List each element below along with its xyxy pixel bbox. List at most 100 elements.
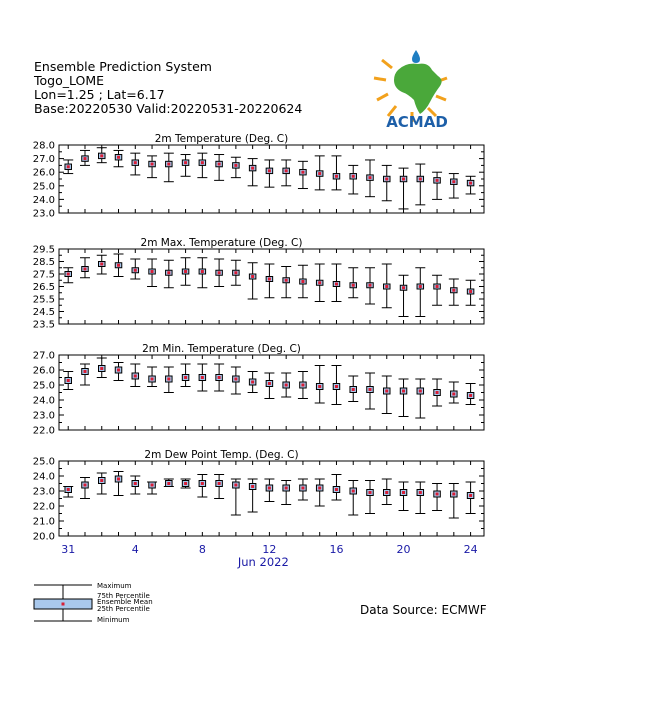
mean-marker xyxy=(234,483,238,487)
y-tick-label: 25.0 xyxy=(33,381,55,392)
data-source: Data Source: ECMWF xyxy=(360,603,487,617)
y-tick-label: 24.0 xyxy=(33,195,55,206)
mean-marker xyxy=(150,270,154,273)
mean-marker xyxy=(66,488,70,491)
mean-marker xyxy=(284,383,288,387)
y-tick-label: 24.5 xyxy=(33,307,55,318)
mean-marker xyxy=(385,389,389,393)
mean-marker xyxy=(83,157,87,161)
water-drop-icon xyxy=(412,50,420,63)
mean-marker xyxy=(117,155,121,159)
mean-marker xyxy=(117,477,121,481)
y-tick-label: 24.0 xyxy=(33,396,55,407)
mean-marker xyxy=(368,491,372,494)
mean-marker xyxy=(267,486,271,490)
mean-marker xyxy=(402,286,406,290)
mean-marker xyxy=(351,174,355,178)
y-tick-label: 27.0 xyxy=(33,154,55,165)
mean-marker xyxy=(284,486,288,490)
mean-marker xyxy=(284,169,288,173)
mean-marker xyxy=(83,370,87,373)
panel-1: 2m Temperature (Deg. C) 28.0 27.0 26.0 25.0 2… xyxy=(33,133,485,220)
panel-3: 2m Min. Temperature (Deg. C) 27.0 26.0 25.0… xyxy=(33,343,485,437)
mean-marker xyxy=(251,275,255,278)
mean-marker xyxy=(184,482,188,485)
legend-label: Minimum xyxy=(97,616,130,624)
mean-marker xyxy=(402,491,406,494)
mean-marker xyxy=(402,389,406,393)
location-label: Togo_LOME xyxy=(34,73,105,88)
panel-title: 2m Dew Point Temp. (Deg. C) xyxy=(144,449,298,461)
mean-marker xyxy=(133,268,137,272)
mean-marker xyxy=(351,283,355,287)
mean-marker xyxy=(234,271,238,275)
panel-title: 2m Temperature (Deg. C) xyxy=(155,133,289,145)
mean-marker xyxy=(200,270,204,273)
mean-marker xyxy=(150,483,154,487)
legend-label: 75th Percentile xyxy=(97,592,150,600)
y-tick-label: 25.0 xyxy=(33,457,55,468)
mean-marker xyxy=(217,482,221,485)
mean-marker xyxy=(385,177,389,181)
x-tick-label: 24 xyxy=(464,543,478,556)
mean-marker xyxy=(385,491,389,494)
mean-marker xyxy=(267,169,271,173)
mean-marker xyxy=(301,280,305,283)
y-tick-label: 28.5 xyxy=(33,257,55,268)
legend-mean-marker xyxy=(61,602,65,606)
logo-text: ACMAD xyxy=(386,113,448,130)
mean-marker xyxy=(133,482,137,485)
mean-marker xyxy=(234,163,238,167)
y-tick-label: 25.5 xyxy=(33,295,55,306)
x-tick-label: 8 xyxy=(199,543,206,556)
mean-marker xyxy=(318,172,322,176)
mean-marker xyxy=(167,482,171,485)
mean-marker xyxy=(100,262,104,266)
legend-label: 25th Percentile xyxy=(97,605,150,613)
mean-marker xyxy=(351,489,355,493)
panel-4: 2m Dew Point Temp. (Deg. C) 25.0 24.0 23.0 2… xyxy=(33,449,485,543)
mean-marker xyxy=(301,170,305,174)
mean-marker xyxy=(318,385,322,388)
mean-marker xyxy=(217,376,221,379)
mean-marker xyxy=(334,282,338,286)
mean-marker xyxy=(284,278,288,282)
panel-2: 2m Max. Temperature (Deg. C) 29.528.5 27.5… xyxy=(33,237,485,331)
mean-marker xyxy=(385,285,389,288)
y-tick-label: 28.0 xyxy=(33,141,55,152)
acmad-logo: ACMAD xyxy=(373,50,448,130)
mean-marker xyxy=(251,166,255,170)
mean-marker xyxy=(418,177,422,181)
mean-marker xyxy=(418,389,422,393)
mean-marker xyxy=(318,281,322,285)
mean-marker xyxy=(167,271,171,275)
mean-marker xyxy=(435,492,439,496)
y-tick-label: 23.0 xyxy=(33,487,55,498)
y-tick-label: 26.0 xyxy=(33,168,55,179)
mean-marker xyxy=(66,379,70,382)
mean-marker xyxy=(334,488,338,491)
y-tick-label: 22.0 xyxy=(33,426,55,437)
y-tick-label: 24.0 xyxy=(33,472,55,483)
mean-marker xyxy=(200,376,204,379)
mean-marker xyxy=(117,368,121,372)
y-tick-label: 25.0 xyxy=(33,181,55,192)
panel-title: 2m Min. Temperature (Deg. C) xyxy=(142,343,301,355)
y-tick-label: 23.5 xyxy=(33,320,55,331)
mean-marker xyxy=(435,178,439,182)
mean-marker xyxy=(251,485,255,488)
mean-marker xyxy=(368,176,372,180)
mean-marker xyxy=(133,374,137,378)
mean-marker xyxy=(150,377,154,381)
mean-marker xyxy=(452,180,456,184)
x-axis-month-label: Jun 2022 xyxy=(237,555,289,569)
y-tick-label: 22.0 xyxy=(33,502,55,513)
mean-marker xyxy=(267,277,271,281)
mean-marker xyxy=(184,161,188,165)
mean-marker xyxy=(184,270,188,273)
y-tick-label: 26.5 xyxy=(33,282,55,293)
mean-marker xyxy=(452,288,456,292)
mean-marker xyxy=(351,388,355,391)
mean-marker xyxy=(100,479,104,482)
